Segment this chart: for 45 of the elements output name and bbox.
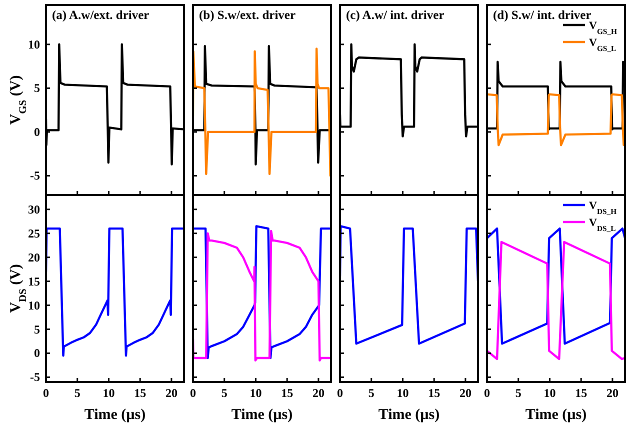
x-tick-label: 0	[337, 386, 343, 400]
x-tick-label: 15	[134, 386, 146, 400]
y-tick-label: 10	[28, 37, 40, 52]
x-tick-label: 5	[515, 386, 522, 400]
y-tick-label: 20	[28, 250, 40, 264]
x-tick-label: 20	[459, 386, 472, 400]
x-tick-label: 15	[428, 386, 440, 400]
chart-title: (d) S.w/ int. driver	[493, 8, 592, 22]
x-tick-label: 20	[312, 386, 324, 400]
legend-label: V$_{DS_H}$	[589, 200, 617, 216]
line-series	[46, 227, 184, 357]
x-tick-label: 10	[544, 386, 556, 400]
legend-label: V$_{DS_L}$	[589, 217, 616, 232]
y-tick-label: 5	[34, 322, 40, 336]
x-axis-title: Time (µs)	[231, 407, 293, 423]
x-axis-title: Time (µs)	[378, 407, 440, 423]
y-tick-label: 30	[28, 202, 40, 216]
y-tick-label: 0	[34, 124, 40, 139]
x-tick-label: 0	[190, 386, 196, 400]
legend-label: V$_{GS_H}$	[589, 20, 618, 36]
chart-title: (c) A.w/ int. driver	[346, 8, 445, 22]
x-axis-title: Time (µs)	[84, 407, 146, 423]
y-tick-label: -5	[30, 370, 40, 384]
y-tick-label: 25	[28, 226, 40, 240]
y-tick-label: -5	[30, 168, 40, 183]
x-tick-label: 5	[74, 386, 80, 400]
x-tick-label: 5	[368, 386, 374, 400]
x-tick-label: 5	[221, 386, 228, 400]
x-tick-label: 15	[281, 386, 294, 400]
x-tick-label: 10	[396, 386, 409, 400]
x-tick-label: 0	[43, 386, 49, 400]
y-tick-label: 15	[28, 274, 40, 288]
x-tick-label: 20	[165, 386, 178, 400]
chart-title: (b) S.w/ext. driver	[199, 8, 296, 22]
x-tick-label: 15	[575, 386, 588, 400]
y-tick-label: 5	[34, 81, 40, 96]
x-tick-label: 10	[102, 386, 115, 400]
y-tick-label: 10	[28, 298, 40, 312]
legend-label: V$_{GS_L}$	[589, 37, 616, 52]
x-tick-label: 20	[606, 386, 618, 400]
x-tick-label: 10	[250, 386, 262, 400]
chart-title: (a) A.w/ext. driver	[52, 8, 150, 22]
y-tick-label: 0	[34, 346, 40, 360]
x-axis-title: Time (µs)	[525, 407, 587, 423]
x-tick-label: 0	[484, 386, 490, 400]
